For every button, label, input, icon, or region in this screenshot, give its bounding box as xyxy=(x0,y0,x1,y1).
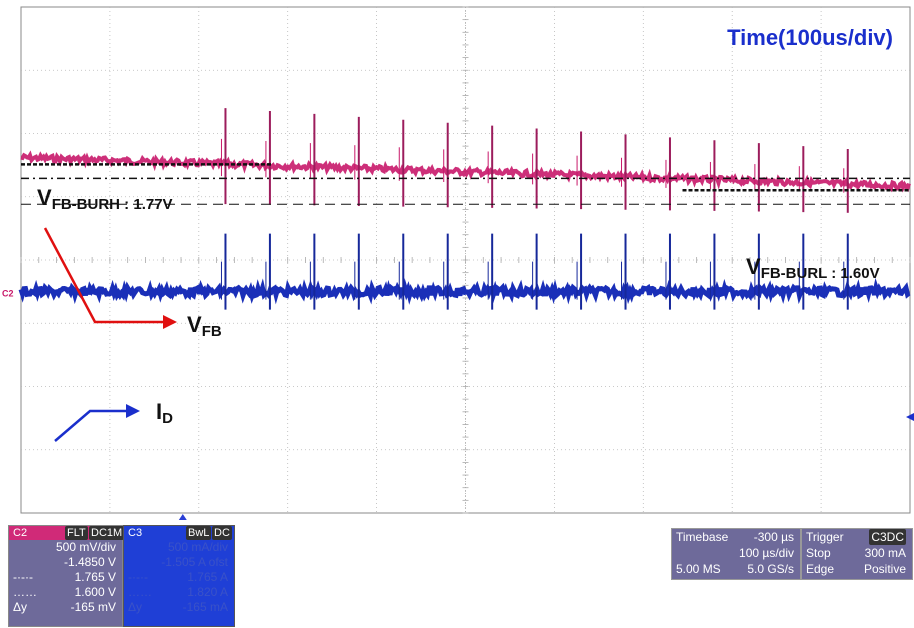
vfb-arrow-head xyxy=(163,315,177,329)
timebase-per-div: 100 µs/div xyxy=(739,546,794,560)
channel-2-offset: -1.4850 V xyxy=(63,555,116,569)
vfb-burl-label: VFB-BURL : 1.60V xyxy=(746,254,880,282)
channel-2-tag-coupling: DC1M xyxy=(89,526,125,540)
timebase-panel[interactable]: Timebase -300 µs 100 µs/div 5.00 MS 5.0 GS… xyxy=(671,528,801,580)
timebase-rate: 5.0 GS/s xyxy=(747,562,794,576)
vfb-burl-label-main: V xyxy=(746,254,761,279)
channel-2-cursor-1: 1.765 V xyxy=(74,570,116,584)
traces xyxy=(18,108,911,310)
vfb-label-main: V xyxy=(187,312,202,337)
channel-3-delta-label: Δy xyxy=(128,600,143,614)
annotation-labels: Time(100us/div)VFB-BURH : 1.77VVFB-BURL … xyxy=(2,25,914,442)
timebase-label: Timebase xyxy=(676,530,729,544)
channel-2-level-marker: C2 xyxy=(2,289,14,299)
id-trace xyxy=(18,277,911,305)
channel-2-panel[interactable]: C2 FLT DC1M 500 mV/div -1.4850 V -·-·- 1.… xyxy=(8,525,125,627)
vfb-trace xyxy=(20,150,911,193)
cursor-2-icon: …… xyxy=(13,585,37,599)
channel-2-tag-flt: FLT xyxy=(65,526,88,540)
vfb-burh-label-value: : 1.77V xyxy=(120,196,173,213)
timebase-delay: -300 µs xyxy=(753,530,794,544)
id-label: ID xyxy=(156,399,173,427)
vfb-burh-label: VFB-BURH : 1.77V xyxy=(37,185,173,213)
id-label-sub: D xyxy=(162,410,173,427)
channel-3-offset: -1.505 A ofst xyxy=(161,555,228,569)
cursor-1-icon: -·-·- xyxy=(13,570,33,584)
channel-2-delta-label: Δy xyxy=(13,600,28,614)
channel-3-tag-bw: BwL xyxy=(186,526,212,540)
trigger-level: 300 mA xyxy=(864,546,906,560)
vfb-burl-label-value: : 1.60V xyxy=(827,265,880,282)
trigger-type: Edge xyxy=(806,562,835,576)
id-label-main: I xyxy=(156,399,162,424)
trigger-position-marker xyxy=(178,514,187,520)
grid xyxy=(20,6,911,520)
vfb-burh-label-sub: FB-BURH xyxy=(52,196,120,213)
channel-3-scale: 500 mA/div xyxy=(167,540,228,554)
vfb-label: VFB xyxy=(187,312,222,340)
channel-3-name: C3 xyxy=(128,527,143,539)
trigger-mode: Stop xyxy=(806,546,831,560)
trigger-label: Trigger xyxy=(806,530,844,544)
timebase-samples: 5.00 MS xyxy=(676,562,721,576)
channel-2-scale: 500 mV/div xyxy=(55,540,116,554)
trigger-source-tag: C3DC xyxy=(869,529,906,545)
channel-3-cursor-2: 1.820 A xyxy=(187,585,228,599)
vfb-label-sub: FB xyxy=(202,323,222,340)
channel-3-offset-arrow xyxy=(906,413,914,421)
id-arrow-head xyxy=(126,404,140,418)
channel-2-name: C2 xyxy=(13,527,28,539)
vfb-burl-label-sub: FB-BURL xyxy=(761,265,827,282)
trigger-slope: Positive xyxy=(863,562,906,576)
channel-3-tag-coupling: DC xyxy=(212,526,232,540)
trigger-panel[interactable]: Trigger C3DC Stop 300 mA Edge Positive xyxy=(801,528,913,580)
channel-2-delta: -165 mV xyxy=(70,600,116,614)
channel-3-delta: -165 mA xyxy=(182,600,228,614)
cursor-1-icon: -·-·- xyxy=(128,570,148,584)
vfb-burh-label-main: V xyxy=(37,185,52,210)
channel-3-cursor-1: 1.765 A xyxy=(187,570,228,584)
id-arrow-line xyxy=(54,409,128,442)
time-scale-label: Time(100us/div) xyxy=(727,25,893,50)
cursor-2-icon: …… xyxy=(128,585,152,599)
threshold-lines xyxy=(21,163,910,205)
channel-3-panel[interactable]: C3 BwL DC 500 mA/div -1.505 A ofst -·-·-… xyxy=(123,525,235,627)
vfb-arrow-line xyxy=(43,227,165,324)
channel-2-cursor-2: 1.600 V xyxy=(74,585,116,599)
